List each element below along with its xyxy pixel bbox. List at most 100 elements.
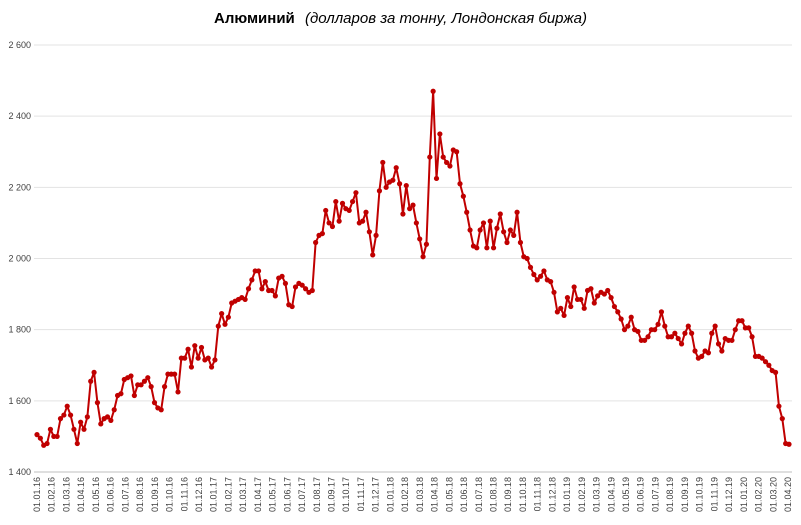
data-point [729, 337, 735, 343]
data-point [407, 206, 413, 212]
x-tick-label: 01.06.19 [636, 477, 646, 512]
x-tick-label: 01.09.18 [503, 477, 513, 512]
data-point [591, 300, 597, 306]
data-point [531, 271, 537, 278]
x-tick-label: 01.05.19 [621, 477, 631, 512]
y-tick-label: 2 600 [8, 40, 31, 50]
data-point [443, 159, 450, 166]
x-tick-label: 01.12.16 [194, 477, 204, 512]
x-tick-label: 01.08.17 [312, 477, 322, 512]
series-line [36, 90, 790, 447]
data-point [501, 229, 507, 235]
data-point [551, 289, 557, 295]
data-point [225, 314, 231, 320]
data-point [262, 279, 268, 285]
data-point [705, 350, 712, 356]
data-point [427, 154, 433, 160]
data-point [732, 327, 738, 333]
x-tick-label: 01.01.19 [562, 477, 572, 512]
data-point [635, 328, 641, 335]
x-tick-label: 01.08.18 [488, 477, 498, 512]
data-point [400, 211, 406, 217]
data-point [514, 209, 520, 215]
data-point [403, 182, 409, 189]
data-point [138, 382, 144, 388]
x-tick-label: 01.01.17 [209, 477, 219, 512]
data-point [67, 412, 74, 418]
data-point [54, 433, 60, 440]
data-point [655, 321, 661, 327]
x-tick-label: 01.07.19 [650, 477, 660, 512]
data-point [719, 348, 725, 354]
data-point [558, 305, 564, 311]
data-point [430, 88, 436, 94]
x-tick-label: 01.01.18 [385, 477, 395, 512]
data-point [141, 378, 148, 384]
data-point [131, 392, 137, 399]
data-point [272, 293, 278, 299]
data-point [346, 207, 352, 214]
data-point [652, 327, 658, 333]
data-point [487, 218, 493, 224]
data-point [786, 441, 792, 447]
data-point [128, 373, 134, 379]
data-point [504, 239, 510, 246]
data-point [61, 412, 67, 418]
data-point [423, 241, 430, 247]
data-point [259, 286, 265, 292]
data-point [618, 316, 624, 322]
data-point [44, 440, 50, 447]
data-point [759, 355, 765, 361]
x-tick-label: 01.07.17 [297, 477, 307, 512]
data-point [249, 277, 255, 283]
x-tick-label: 01.06.17 [282, 477, 292, 512]
data-point [534, 277, 540, 283]
x-tick-label: 01.10.19 [695, 477, 705, 512]
data-point [47, 426, 54, 432]
data-point [161, 384, 168, 390]
data-point [746, 325, 752, 331]
y-tick-label: 1 400 [8, 467, 31, 477]
x-tick-label: 01.12.18 [547, 477, 557, 512]
data-point [715, 341, 722, 347]
data-point [494, 225, 500, 231]
data-point [762, 359, 769, 365]
x-tick-label: 01.09.16 [150, 477, 160, 512]
x-tick-label: 01.10.17 [341, 477, 351, 512]
data-point [145, 375, 151, 381]
data-point [464, 209, 470, 215]
data-point [222, 321, 228, 327]
chart-subtitle: (долларов за тонну, Лондонская биржа) [304, 10, 588, 27]
data-point [605, 287, 611, 294]
x-tick-label: 01.02.20 [754, 477, 764, 512]
data-point [467, 227, 473, 233]
data-point [383, 184, 389, 190]
data-point [279, 273, 285, 279]
data-point [564, 295, 571, 301]
x-tick-label: 01.08.16 [135, 477, 145, 512]
x-tick-label: 01.06.16 [106, 477, 116, 512]
y-tick-label: 1 800 [8, 325, 31, 335]
data-point [581, 305, 587, 311]
data-point [78, 419, 84, 425]
data-point [490, 245, 497, 251]
data-point [393, 165, 399, 171]
data-point [118, 391, 124, 397]
data-point [474, 245, 480, 251]
data-point [158, 407, 164, 413]
data-point [373, 232, 379, 238]
data-point [712, 323, 718, 329]
x-tick-label: 01.07.18 [474, 477, 484, 512]
x-tick-label: 01.03.16 [61, 477, 71, 512]
x-tick-label: 01.11.18 [533, 477, 543, 511]
data-point [363, 209, 369, 215]
x-tick-label: 01.11.19 [709, 477, 719, 511]
data-point [175, 389, 181, 395]
data-point [772, 369, 779, 375]
data-point [457, 181, 463, 187]
data-point [410, 202, 416, 208]
data-point [625, 323, 631, 329]
x-tick-label: 01.03.18 [415, 477, 425, 512]
data-point [326, 220, 332, 226]
x-tick-label: 01.01.16 [32, 477, 42, 512]
